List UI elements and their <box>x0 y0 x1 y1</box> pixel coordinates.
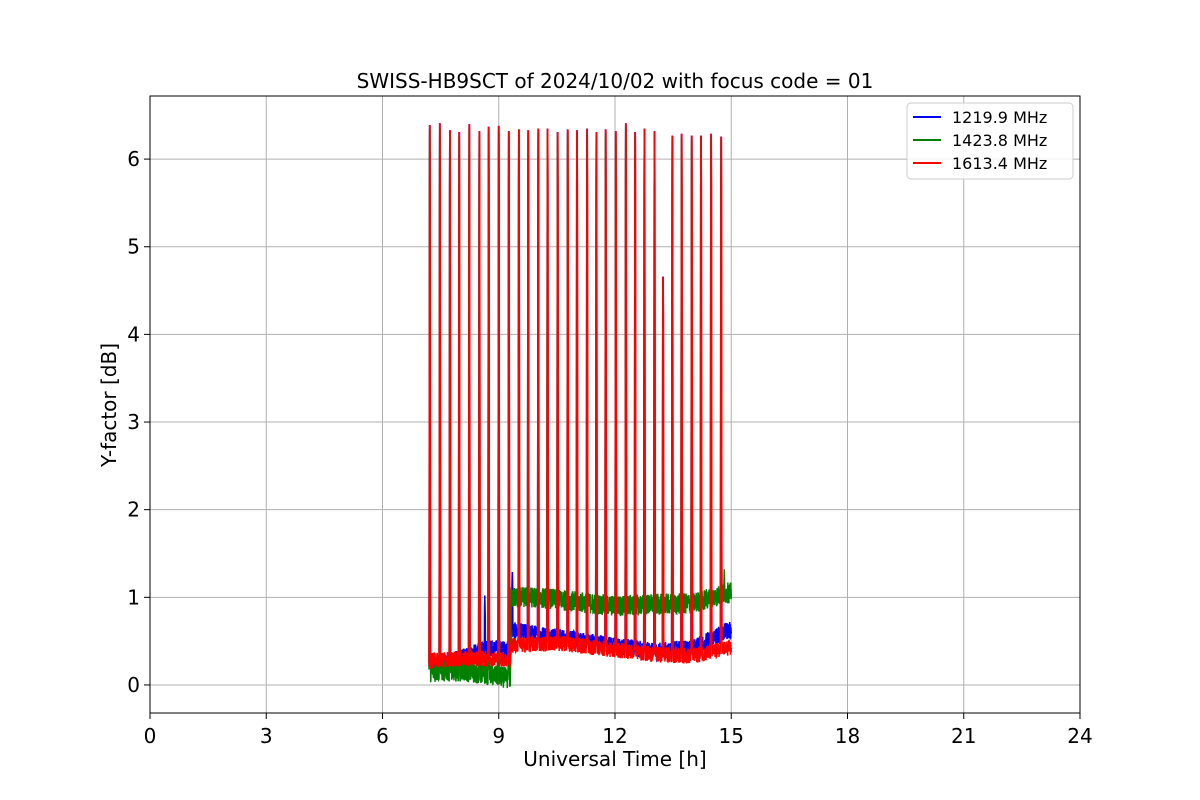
legend: 1219.9 MHz 1423.8 MHz 1613.4 MHz <box>906 102 1074 180</box>
x-tick-label-3: 9 <box>492 724 505 748</box>
legend-box <box>906 102 1074 180</box>
y-tick-label-3: 3 <box>127 410 140 434</box>
series-line-2 <box>428 123 732 671</box>
legend-label-1: 1423.8 MHz <box>952 131 1047 150</box>
x-tick-label-0: 0 <box>144 724 157 748</box>
x-axis-label: Universal Time [h] <box>523 747 706 771</box>
chart-title: SWISS-HB9SCT of 2024/10/02 with focus co… <box>357 69 874 93</box>
x-tick-label-5: 15 <box>719 724 744 748</box>
y-tick-label-5: 5 <box>127 235 140 259</box>
y-tick-label-2: 2 <box>127 498 140 522</box>
legend-label-2: 1613.4 MHz <box>952 154 1047 173</box>
y-tick-label-0: 0 <box>127 673 140 697</box>
x-tick-label-6: 18 <box>835 724 860 748</box>
x-tick-label-8: 24 <box>1067 724 1092 748</box>
y-tick-label-4: 4 <box>127 322 140 346</box>
y-tick-label-1: 1 <box>127 585 140 609</box>
x-tick-label-4: 12 <box>602 724 627 748</box>
y-axis: 0 1 2 3 4 5 6 <box>127 147 150 697</box>
legend-label-0: 1219.9 MHz <box>952 108 1047 127</box>
y-axis-label: Y-factor [dB] <box>97 343 121 468</box>
y-tick-label-6: 6 <box>127 147 140 171</box>
x-tick-label-7: 21 <box>951 724 976 748</box>
x-tick-label-1: 3 <box>260 724 273 748</box>
series-layer <box>428 123 732 689</box>
x-tick-label-2: 6 <box>376 724 389 748</box>
x-axis: 0 3 6 9 12 15 18 21 24 <box>144 713 1093 748</box>
